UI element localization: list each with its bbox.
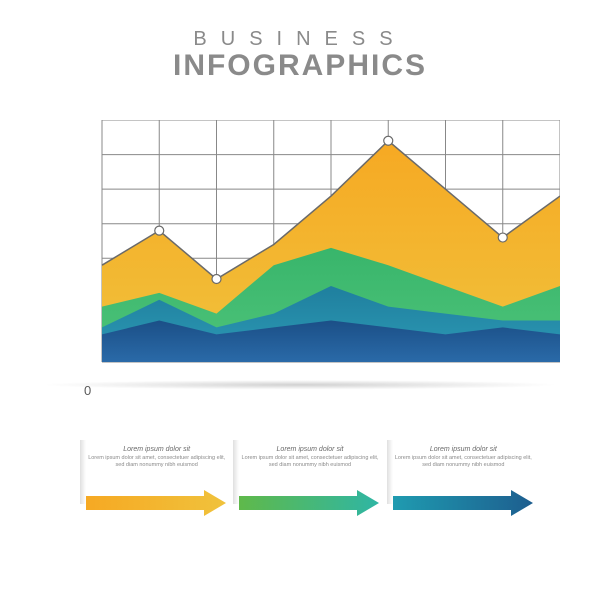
arrow-icon — [86, 490, 226, 516]
arrow-col-body: Lorem ipsum dolor sit amet, consectetuer… — [241, 455, 378, 469]
arrow-icon — [393, 490, 533, 516]
arrow-col-title: Lorem ipsum dolor sit — [395, 446, 532, 453]
title-top: BUSINESS — [0, 28, 600, 51]
arrow-col-title: Lorem ipsum dolor sit — [88, 446, 225, 453]
arrows-row: Lorem ipsum dolor sit Lorem ipsum dolor s… — [80, 440, 540, 510]
arrow-col-body: Lorem ipsum dolor sit amet, consectetuer… — [88, 455, 225, 469]
arrow-column: Lorem ipsum dolor sit Lorem ipsum dolor s… — [233, 440, 386, 510]
arrow-column: Lorem ipsum dolor sit Lorem ipsum dolor s… — [80, 440, 233, 510]
area-chart: 10%20%30%40%50%60%70% 0 — [40, 120, 560, 380]
arrow-column: Lorem ipsum dolor sit Lorem ipsum dolor s… — [387, 440, 540, 510]
chart-shadow — [40, 380, 560, 390]
chart-svg — [40, 120, 560, 380]
arrow-icon — [239, 490, 379, 516]
title-bottom: INFOGRAPHICS — [0, 49, 600, 83]
y-axis-labels: 10%20%30%40%50%60%70% — [34, 120, 94, 380]
arrow-col-body: Lorem ipsum dolor sit amet, consectetuer… — [395, 455, 532, 469]
title-block: BUSINESS INFOGRAPHICS — [0, 0, 600, 83]
arrow-col-title: Lorem ipsum dolor sit — [241, 446, 378, 453]
